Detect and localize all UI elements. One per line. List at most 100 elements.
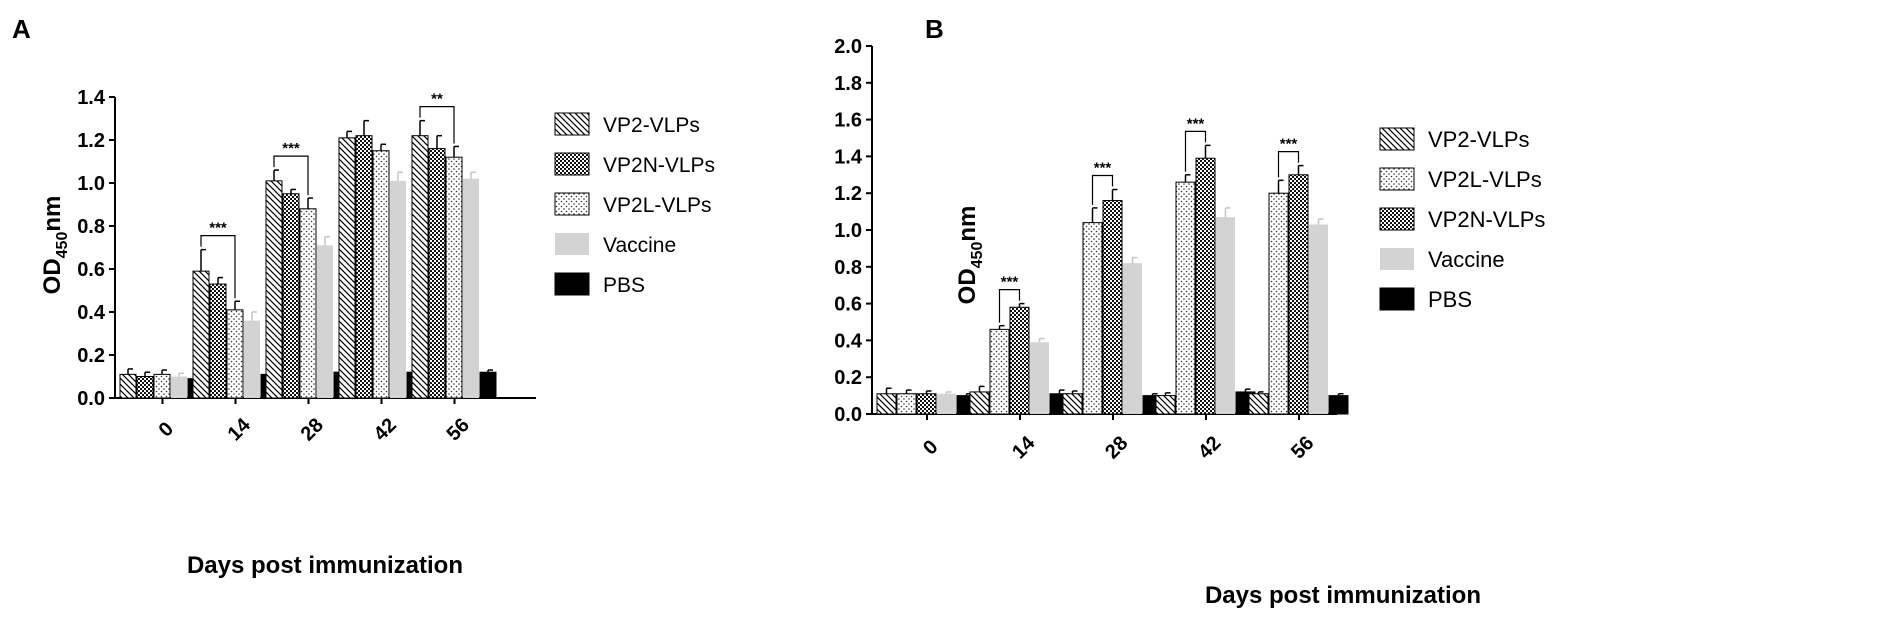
bar bbox=[119, 373, 137, 399]
legend-swatch bbox=[1380, 248, 1414, 270]
y-axis-title-suffix: nm bbox=[39, 196, 66, 232]
significance-label: *** bbox=[1187, 115, 1205, 132]
significance-brackets: ******** bbox=[200, 91, 455, 299]
significance-label: *** bbox=[209, 220, 227, 237]
bar bbox=[171, 376, 187, 398]
significance-bracket bbox=[1091, 174, 1114, 205]
x-axis-title: Days post immunization bbox=[187, 552, 463, 579]
bar bbox=[153, 373, 171, 399]
legend-label: Vaccine bbox=[603, 234, 676, 257]
bar bbox=[1082, 222, 1103, 415]
bar bbox=[136, 376, 154, 399]
bar bbox=[1155, 395, 1176, 415]
x-tick-label: 28 bbox=[1101, 432, 1132, 463]
y-tick-label: 1.4 bbox=[77, 87, 106, 109]
y-tick-label: 1.6 bbox=[834, 110, 862, 132]
legend-label: VP2N-VLPs bbox=[1428, 207, 1545, 232]
bar bbox=[969, 391, 990, 415]
legend-label: VP2L-VLPs bbox=[1428, 167, 1542, 192]
y-axis-title: OD450nm bbox=[39, 196, 71, 295]
bar bbox=[445, 156, 463, 399]
y-tick-label: 0.8 bbox=[834, 257, 862, 279]
x-tick-label: 0 bbox=[919, 436, 942, 459]
y-tick-label: 0.8 bbox=[77, 216, 105, 238]
legend-swatch bbox=[554, 152, 590, 176]
bar bbox=[209, 283, 227, 399]
y-tick-label: 1.2 bbox=[77, 130, 105, 152]
bar bbox=[390, 180, 406, 398]
y-tick-label: 1.0 bbox=[77, 173, 105, 195]
bar bbox=[937, 393, 956, 414]
y-tick-label: 0.6 bbox=[834, 294, 862, 316]
x-tick-label: 42 bbox=[370, 414, 401, 445]
legend-swatch bbox=[554, 192, 590, 216]
legend: VP2-VLPs VP2N-VLPs VP2L-VLPs Vaccine PBS bbox=[554, 112, 715, 297]
panel-a: A OD450nm 0.00.20.40.60.81.01.21.4 *****… bbox=[12, 14, 715, 579]
panel-label: B bbox=[925, 14, 944, 44]
significance-label: *** bbox=[1094, 160, 1112, 177]
bar bbox=[1248, 393, 1269, 415]
x-tick-label: 14 bbox=[224, 413, 256, 445]
legend-label: VP2L-VLPs bbox=[603, 194, 712, 217]
panel-label: A bbox=[12, 14, 31, 44]
x-tick-label: 28 bbox=[297, 414, 328, 445]
bar bbox=[876, 393, 897, 415]
legend-label: PBS bbox=[1428, 287, 1472, 312]
bar bbox=[192, 270, 210, 399]
legend-swatch bbox=[555, 233, 589, 255]
significance-bracket bbox=[419, 106, 455, 144]
y-tick-label: 1.4 bbox=[834, 146, 863, 168]
y-tick-label: 1.2 bbox=[834, 183, 862, 205]
x-tick-label: 0 bbox=[155, 418, 178, 441]
significance-bracket bbox=[273, 155, 309, 196]
bar bbox=[1009, 306, 1030, 415]
bar bbox=[372, 150, 390, 399]
y-axis-title-suffix: nm bbox=[954, 206, 981, 242]
y-tick-label: 2.0 bbox=[834, 36, 862, 58]
significance-label: *** bbox=[282, 140, 300, 157]
bar bbox=[1195, 157, 1216, 415]
significance-bracket bbox=[200, 235, 236, 299]
bar bbox=[317, 245, 333, 398]
legend-label: VP2-VLPs bbox=[1428, 127, 1530, 152]
y-tick-label: 0.4 bbox=[834, 330, 863, 352]
bars bbox=[119, 119, 497, 399]
bar bbox=[299, 208, 317, 399]
bar bbox=[265, 180, 283, 399]
legend-swatch bbox=[1379, 127, 1415, 151]
y-tick-label: 0.2 bbox=[77, 345, 105, 367]
bar bbox=[1062, 393, 1083, 415]
bar bbox=[338, 137, 356, 399]
legend-swatch bbox=[1379, 207, 1415, 231]
bar bbox=[428, 148, 446, 399]
svg-text:OD450nm: OD450nm bbox=[954, 206, 986, 305]
x-tick-label: 56 bbox=[1287, 432, 1318, 463]
bar bbox=[916, 393, 937, 415]
x-axis-title: Days post immunization bbox=[1205, 582, 1481, 609]
y-axis-title-main: OD bbox=[39, 258, 66, 294]
bar bbox=[355, 135, 373, 399]
legend-label: VP2N-VLPs bbox=[603, 154, 715, 177]
x-tick-labels: 0 14 28 42 56 bbox=[919, 431, 1318, 463]
panel-b: B OD450nm 0.0 0.2 0.4 0.6 0.8 1.0 1.2 1.4 1.6 1.8… bbox=[834, 14, 1545, 609]
bar bbox=[896, 393, 917, 415]
significance-bracket bbox=[998, 289, 1021, 323]
y-tick-label: 0.2 bbox=[834, 367, 862, 389]
bar bbox=[1328, 395, 1349, 415]
significance-bracket bbox=[1277, 151, 1300, 178]
y-tick-label: 1.8 bbox=[834, 73, 862, 95]
bar bbox=[463, 178, 479, 398]
y-axis-title-main: OD bbox=[954, 268, 981, 304]
bar bbox=[1123, 263, 1142, 414]
y-tick-label: 1.0 bbox=[834, 220, 862, 242]
svg-text:OD450nm: OD450nm bbox=[39, 196, 71, 295]
y-axis-title-sub: 450 bbox=[54, 232, 71, 259]
x-tick-labels: 0 14 28 42 56 bbox=[155, 413, 474, 445]
bar bbox=[282, 193, 300, 399]
bar bbox=[1309, 224, 1328, 414]
bar bbox=[989, 328, 1010, 415]
x-tick-label: 14 bbox=[1008, 431, 1040, 463]
legend-swatch bbox=[1379, 287, 1415, 311]
legend-label: VP2-VLPs bbox=[603, 114, 700, 137]
